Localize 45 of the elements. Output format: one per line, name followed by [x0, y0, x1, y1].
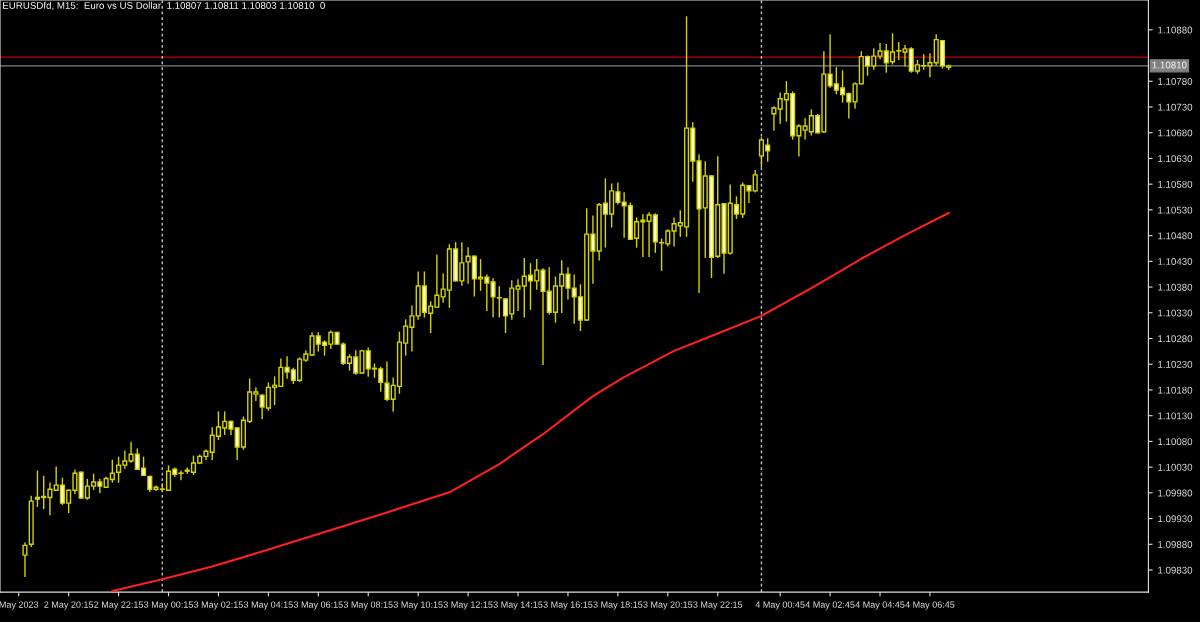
x-tick-label: 3 May 20:15 [643, 601, 693, 610]
x-tick-label: 4 May 06:45 [905, 601, 955, 610]
candlestick [22, 542, 28, 577]
x-tick-label: 3 May 18:15 [593, 601, 643, 610]
x-tick-label: 3 May 12:15 [443, 601, 493, 610]
x-tick-label: May 2023 [0, 601, 39, 610]
y-tick-label: 1.10030 [1158, 463, 1193, 471]
y-tick-label: 1.10730 [1158, 103, 1193, 111]
x-tick-label: 2 May 22:15 [94, 601, 144, 610]
x-tick-label: 3 May 02:15 [193, 601, 243, 610]
chart-title: EURUSDfd, M15: Euro vs US Dollar 1.10807 1.10811 1.10803 1.10810 0 [3, 1, 325, 11]
y-tick-label: 1.10280 [1158, 335, 1193, 343]
x-tick-label: 3 May 10:15 [393, 601, 443, 610]
x-tick-label: 3 May 00:15 [144, 601, 193, 610]
line-series [111, 211, 950, 593]
y-tick-label: 1.10630 [1158, 155, 1193, 163]
candlestick [771, 106, 777, 131]
y-tick-label: 1.10580 [1158, 180, 1193, 188]
y-tick-label: 1.10080 [1158, 438, 1193, 446]
y-tick-label: 1.09880 [1158, 541, 1193, 548]
x-tick-label: 3 May 16:15 [543, 601, 593, 610]
y-tick-label: 1.10330 [1158, 309, 1193, 317]
y-tick-label: 1.10780 [1158, 78, 1193, 85]
x-tick-label: 4 May 02:45 [805, 601, 855, 610]
y-tick-label: 1.10230 [1158, 360, 1193, 368]
x-tick-label: 3 May 08:15 [343, 601, 393, 610]
y-tick-label: 1.10130 [1158, 412, 1193, 420]
x-tick-label: 3 May 06:15 [293, 601, 343, 610]
y-tick-label: 1.10480 [1158, 232, 1193, 240]
x-tick-label: 4 May 00:45 [755, 601, 805, 610]
x-tick-label: 3 May 22:15 [693, 601, 743, 610]
y-tick-label: 1.10680 [1158, 129, 1193, 137]
x-tick-label: 3 May 04:15 [243, 601, 293, 610]
y-tick-label: 1.09830 [1158, 566, 1193, 574]
y-tick-label: 1.09930 [1158, 515, 1193, 523]
ref-line-label: 1.10810 [1152, 61, 1187, 69]
x-tick-label: 2 May 20:15 [44, 601, 94, 610]
y-tick-label: 1.10180 [1158, 386, 1193, 394]
y-tick-label: 1.10380 [1158, 283, 1193, 291]
y-tick-label: 1.10430 [1158, 258, 1193, 265]
x-tick-label: 4 May 04:45 [855, 601, 905, 610]
y-tick-label: 1.09980 [1158, 489, 1193, 497]
y-tick-label: 1.10880 [1158, 26, 1193, 34]
x-tick-label: 3 May 14:15 [493, 601, 543, 610]
y-tick-label: 1.10530 [1158, 206, 1193, 214]
